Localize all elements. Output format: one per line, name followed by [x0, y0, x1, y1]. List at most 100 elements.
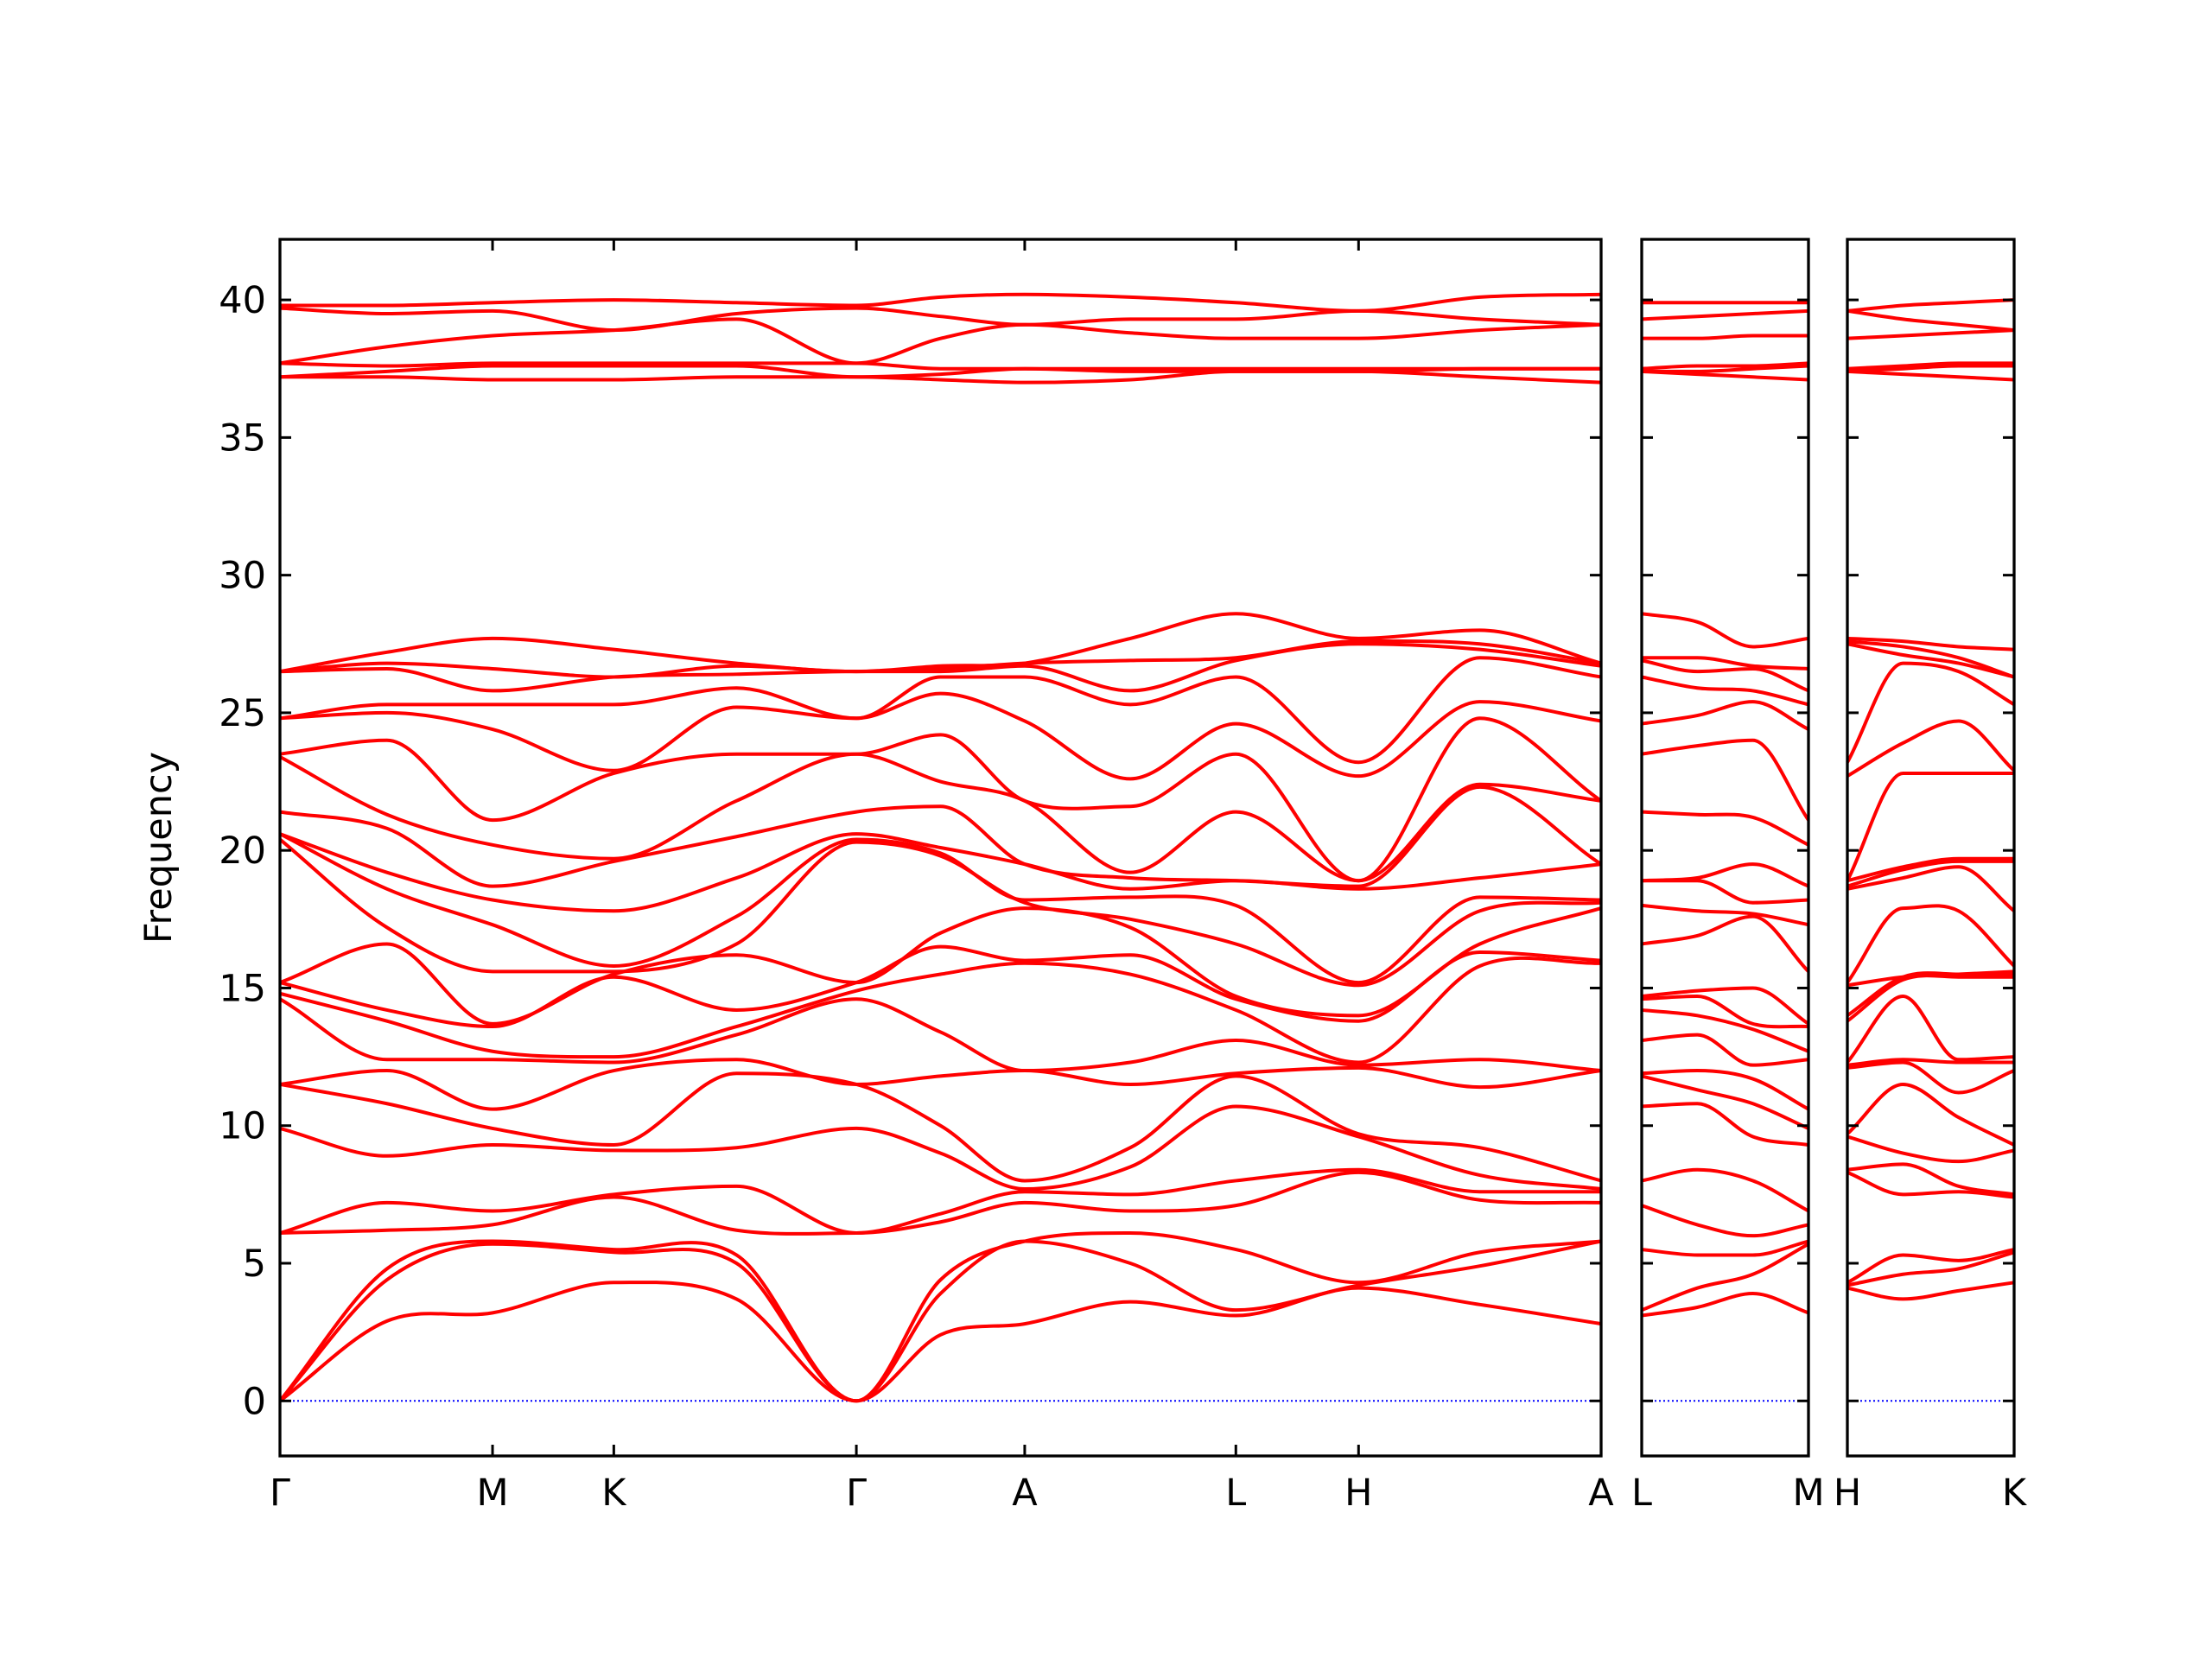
band-line: [1641, 1074, 1809, 1130]
x-tick-label: Γ: [270, 1471, 290, 1515]
band-line: [279, 691, 1602, 781]
band-line: [1847, 865, 2016, 912]
band-line: [279, 1170, 1602, 1236]
band-line: [1641, 1242, 1809, 1313]
x-tick-label: L: [1631, 1471, 1652, 1515]
y-tick-label: 35: [219, 416, 266, 460]
band-line: [1846, 771, 2014, 882]
band-line: [1641, 914, 1810, 973]
band-line: [279, 612, 1602, 674]
band-line: [1847, 856, 2014, 883]
band-line: [1641, 308, 1809, 321]
band-line: [1641, 986, 1810, 1026]
band-line: [279, 1104, 1602, 1191]
y-tick-label: 40: [219, 279, 266, 322]
band-line: [1847, 639, 2015, 679]
band-line: [1641, 334, 1808, 340]
band-line: [279, 364, 1601, 379]
band-line: [279, 1167, 1601, 1235]
band-line: [279, 906, 1602, 1026]
band-line: [1847, 298, 2015, 313]
band-line: [278, 1239, 1602, 1403]
band-line: [1847, 1171, 2015, 1199]
band-line: [1641, 995, 1809, 1029]
band-line: [279, 642, 1602, 693]
band-line: [279, 785, 1603, 888]
band-line: [1641, 1033, 1809, 1067]
band-line: [279, 292, 1602, 313]
band-line: [1846, 904, 2016, 984]
x-tick-label: H: [1344, 1471, 1372, 1515]
band-line: [1641, 738, 1810, 822]
band-line: [1847, 328, 2015, 340]
x-tick-label: A: [1588, 1471, 1614, 1515]
band-line: [1847, 1135, 2015, 1164]
x-tick-label: H: [1834, 1471, 1861, 1515]
y-tick-label: 25: [219, 692, 266, 735]
band-line: [278, 837, 1602, 988]
band-line: [1847, 308, 2015, 333]
y-tick-label: 30: [219, 555, 266, 598]
plot-frame: [1846, 238, 2016, 1458]
band-line: [1641, 612, 1809, 649]
x-tick-label: L: [1225, 1471, 1246, 1515]
band-line: [1847, 642, 2015, 679]
plot-frame: [1640, 238, 1810, 1458]
band-line: [279, 956, 1602, 1065]
y-tick-label: 0: [243, 1380, 266, 1423]
band-line: [279, 997, 1602, 1073]
band-line: [1641, 1204, 1809, 1238]
band-line: [1847, 1248, 2015, 1285]
x-tick-label: K: [601, 1471, 627, 1515]
y-tick-label: 15: [219, 967, 266, 1010]
band-line: [1847, 1060, 2015, 1095]
band-line: [1641, 1292, 1809, 1318]
band-line: [1641, 1007, 1809, 1053]
y-tick-label: 5: [243, 1243, 266, 1286]
band-line: [279, 832, 1602, 985]
band-line: [279, 1058, 1602, 1111]
band-line: [1846, 995, 2015, 1064]
band-line: [1641, 658, 1809, 693]
band-line: [1846, 661, 2016, 764]
band-line: [278, 1230, 1602, 1403]
band-line: [279, 639, 1602, 679]
x-tick-label: A: [1012, 1471, 1038, 1515]
band-line: [1642, 656, 1809, 671]
band-line: [1641, 1102, 1809, 1147]
x-tick-label: K: [2002, 1471, 2028, 1515]
band-line: [1847, 969, 2015, 988]
band-line: [1641, 675, 1809, 707]
band-line: [1847, 1281, 2015, 1301]
band-line: [279, 361, 1601, 371]
band-line: [1847, 859, 2014, 888]
band-line: [279, 656, 1602, 765]
band-line: [1641, 1239, 1809, 1257]
band-line: [279, 1071, 1602, 1183]
band-line: [278, 1281, 1602, 1403]
y-tick-label: 10: [219, 1105, 266, 1148]
band-line: [279, 944, 1602, 1029]
band-line: [1641, 361, 1809, 371]
band-line: [1641, 903, 1809, 927]
x-tick-label: M: [476, 1471, 508, 1515]
band-line: [279, 832, 1602, 913]
x-tick-label: Γ: [846, 1471, 867, 1515]
band-line: [1641, 862, 1809, 888]
band-line: [1846, 1082, 2015, 1147]
band-line: [279, 317, 1602, 365]
band-line: [1641, 1069, 1809, 1111]
y-tick-label: 20: [219, 830, 266, 873]
y-axis-label: Frequency: [137, 752, 181, 944]
band-line: [1847, 1058, 2014, 1067]
band-line: [1641, 810, 1809, 847]
band-line: [1641, 364, 1809, 373]
band-line: [1846, 719, 2016, 778]
band-line: [1847, 636, 2015, 652]
band-line: [1641, 1167, 1809, 1213]
plot-frame: [278, 238, 1603, 1458]
band-line: [279, 716, 1603, 883]
band-line: [1641, 700, 1809, 731]
